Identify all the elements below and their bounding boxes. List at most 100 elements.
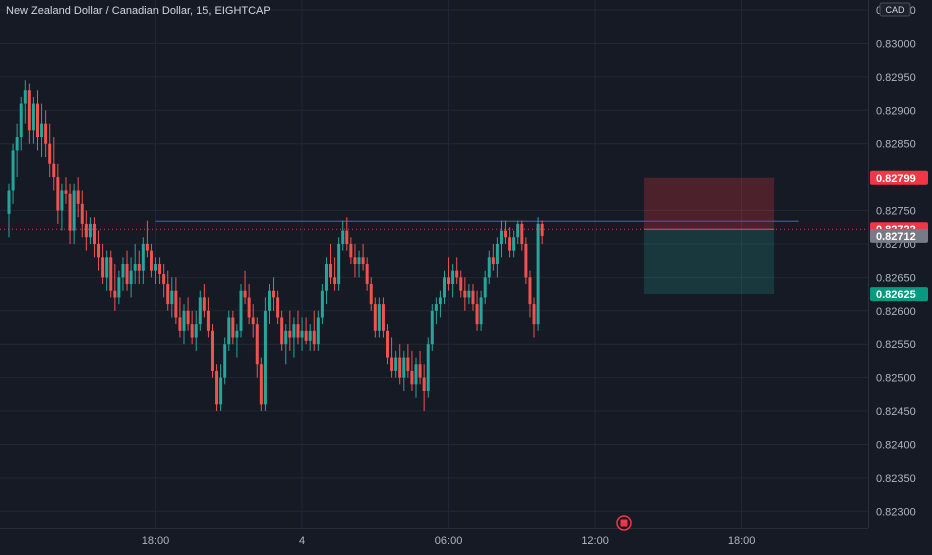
candle-body (113, 290, 117, 298)
candle-body (223, 344, 227, 378)
candle-body (284, 330, 288, 345)
price-tick-label: 0.82300 (876, 506, 916, 518)
price-label-current[interactable]: 0.82712 (870, 228, 928, 243)
candle (35, 90, 39, 151)
candle-body (373, 304, 377, 331)
candle (68, 183, 72, 244)
price-tick-label: 0.82650 (876, 272, 916, 284)
candle (263, 297, 267, 412)
candle (219, 364, 223, 412)
candle (373, 297, 377, 338)
position-tool[interactable] (643, 177, 775, 295)
candle (357, 250, 361, 278)
candle (329, 243, 333, 285)
candle (178, 297, 182, 338)
candle (27, 83, 31, 144)
candle (487, 250, 491, 285)
time-tick-label: 18:00 (142, 535, 170, 547)
candle-body (231, 317, 235, 338)
candle (174, 277, 178, 325)
candle (243, 270, 247, 305)
candle (390, 337, 394, 378)
candle-body (341, 230, 345, 244)
candle (166, 270, 170, 311)
candle (121, 257, 125, 291)
candle (158, 257, 162, 285)
candle-body (125, 264, 129, 285)
time-tick-label: 18:00 (728, 535, 756, 547)
candle-body (23, 90, 27, 104)
candle-body (430, 310, 434, 345)
candle-body (80, 203, 84, 224)
candle (154, 257, 158, 285)
candle (532, 297, 536, 338)
candle (308, 324, 312, 351)
candle (406, 344, 410, 378)
candle (247, 284, 251, 325)
candle-body (495, 243, 499, 264)
candle-body (280, 317, 284, 345)
candle (235, 324, 239, 358)
take-profit-zone[interactable] (643, 229, 775, 295)
price-tick-label: 0.82550 (876, 339, 916, 351)
candle-body (418, 364, 422, 378)
price-label-stop-loss[interactable]: 0.82799 (870, 170, 928, 185)
time-axis[interactable]: 18:00 4 06:00 12:00 18:00 (0, 528, 868, 550)
candle (267, 284, 271, 325)
candle (215, 364, 219, 412)
candle-body (483, 277, 487, 298)
candle-body (35, 103, 39, 138)
candle-body (211, 330, 214, 371)
candle (516, 220, 520, 244)
candle (540, 220, 544, 244)
candle (353, 243, 357, 278)
candle-body (239, 290, 243, 331)
candle (276, 290, 280, 325)
candle-body (141, 243, 145, 271)
candle-body (60, 190, 64, 211)
candle-body (206, 310, 210, 331)
candle (455, 257, 459, 285)
candle-body (390, 357, 394, 371)
candle-body (44, 123, 48, 144)
candle-body (304, 330, 308, 341)
candle (504, 220, 508, 244)
candle (495, 237, 499, 278)
candle (491, 243, 495, 271)
price-label-text: 0.82712 (876, 231, 916, 243)
event-marker-icon[interactable] (616, 515, 632, 531)
price-axis[interactable]: 0.830500.830000.829500.829000.828500.827… (868, 0, 932, 550)
candle (149, 243, 153, 278)
candle (162, 264, 166, 298)
candle (284, 324, 288, 365)
candle-body (491, 257, 495, 264)
candle-body (129, 270, 133, 285)
candle (137, 250, 141, 285)
candle (109, 250, 113, 298)
candle (312, 310, 316, 351)
price-label-bg (870, 228, 928, 243)
candle-body (377, 304, 381, 331)
candle (141, 237, 145, 285)
candle-body (154, 264, 158, 271)
candle (280, 310, 284, 351)
candle (316, 310, 320, 351)
candle-body (381, 304, 385, 331)
candle (337, 237, 341, 291)
candle-body (68, 193, 72, 231)
time-tick-label: 12:00 (581, 535, 609, 547)
price-label-take-profit[interactable]: 0.82625 (870, 287, 928, 302)
price-axis-bg (868, 0, 932, 550)
candle (442, 270, 446, 305)
candle (467, 284, 471, 305)
chart-title: New Zealand Dollar / Canadian Dollar, 15… (6, 5, 271, 17)
candle (430, 304, 434, 351)
candle-body (536, 223, 540, 325)
candle-body (105, 257, 109, 278)
candle-body (512, 237, 516, 251)
candle-body (394, 357, 398, 371)
currency-badge[interactable]: CAD (879, 2, 911, 17)
candle (92, 217, 96, 258)
